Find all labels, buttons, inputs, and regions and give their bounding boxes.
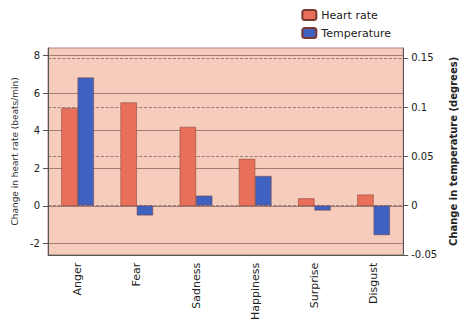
svg-text:0.1: 0.1	[411, 102, 427, 113]
svg-text:Anger: Anger	[71, 262, 84, 295]
svg-text:Sadness: Sadness	[190, 263, 203, 309]
svg-text:0.05: 0.05	[411, 151, 433, 162]
svg-text:Temperature: Temperature	[320, 27, 391, 40]
svg-text:-0.05: -0.05	[411, 249, 437, 260]
svg-text:0: 0	[34, 200, 40, 211]
svg-text:0: 0	[411, 200, 417, 211]
svg-text:8: 8	[34, 50, 40, 61]
svg-text:0.15: 0.15	[411, 52, 433, 63]
svg-text:Change in temperature (degrees: Change in temperature (degrees)	[448, 57, 459, 246]
svg-text:Disgust: Disgust	[367, 262, 380, 304]
svg-text:Surprise: Surprise	[308, 263, 321, 309]
svg-text:Fear: Fear	[130, 262, 143, 286]
svg-text:Change in heart rate (beats/mi: Change in heart rate (beats/min)	[10, 77, 20, 225]
svg-text:Happiness: Happiness	[249, 262, 262, 320]
svg-text:Heart rate: Heart rate	[321, 9, 378, 22]
svg-text:4: 4	[34, 125, 40, 136]
svg-text:2: 2	[34, 163, 40, 174]
svg-text:6: 6	[34, 88, 40, 99]
svg-text:-2: -2	[30, 238, 40, 249]
